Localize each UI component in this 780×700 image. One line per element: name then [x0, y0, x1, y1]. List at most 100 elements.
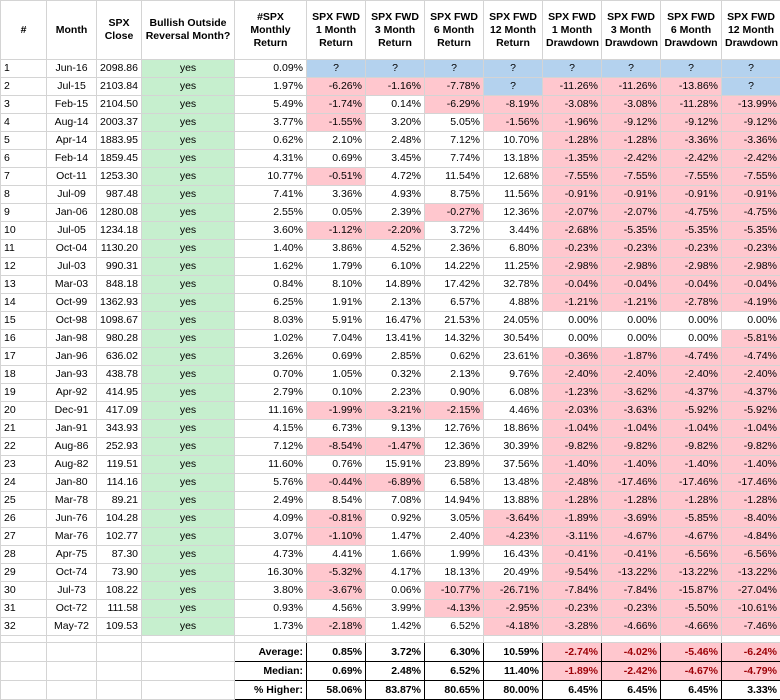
cell[interactable]: -1.21% — [543, 294, 602, 312]
cell[interactable]: 14.32% — [425, 330, 484, 348]
cell[interactable]: -9.54% — [543, 564, 602, 582]
cell[interactable]: Oct-98 — [47, 312, 97, 330]
cell[interactable]: 4.88% — [484, 294, 543, 312]
cell[interactable]: yes — [142, 348, 235, 366]
cell[interactable]: -4.74% — [722, 348, 780, 366]
cell[interactable]: 13.88% — [484, 492, 543, 510]
cell[interactable]: 9.13% — [366, 420, 425, 438]
cell[interactable]: 26 — [1, 510, 47, 528]
cell[interactable]: -2.07% — [543, 204, 602, 222]
cell[interactable]: 4.72% — [366, 168, 425, 186]
cell[interactable]: -3.69% — [602, 510, 661, 528]
cell[interactable]: -2.40% — [722, 366, 780, 384]
cell[interactable]: 6.58% — [425, 474, 484, 492]
cell[interactable]: Mar-78 — [47, 492, 97, 510]
summary-value[interactable]: -4.79% — [722, 662, 780, 681]
cell[interactable]: 17.42% — [425, 276, 484, 294]
cell[interactable]: -2.40% — [543, 366, 602, 384]
cell[interactable]: -3.21% — [366, 402, 425, 420]
cell[interactable]: 2 — [1, 78, 47, 96]
cell[interactable]: 8.10% — [307, 276, 366, 294]
cell[interactable]: 109.53 — [97, 618, 142, 636]
cell[interactable]: 114.16 — [97, 474, 142, 492]
cell[interactable]: ? — [602, 60, 661, 78]
cell[interactable]: -1.21% — [602, 294, 661, 312]
cell[interactable]: yes — [142, 510, 235, 528]
cell[interactable]: 5.49% — [235, 96, 307, 114]
cell[interactable]: 7.74% — [425, 150, 484, 168]
cell[interactable]: 1.66% — [366, 546, 425, 564]
cell[interactable]: -3.63% — [602, 402, 661, 420]
cell[interactable]: 7 — [1, 168, 47, 186]
cell[interactable]: 1234.18 — [97, 222, 142, 240]
cell[interactable]: Jul-03 — [47, 258, 97, 276]
cell[interactable]: 13 — [1, 276, 47, 294]
cell[interactable]: 7.04% — [307, 330, 366, 348]
cell[interactable]: -17.46% — [661, 474, 722, 492]
cell[interactable]: yes — [142, 132, 235, 150]
cell[interactable]: 8.54% — [307, 492, 366, 510]
cell[interactable]: 6.25% — [235, 294, 307, 312]
cell[interactable]: 10 — [1, 222, 47, 240]
cell[interactable]: 4.31% — [235, 150, 307, 168]
cell[interactable]: 6 — [1, 150, 47, 168]
cell[interactable]: -7.84% — [602, 582, 661, 600]
cell[interactable]: 19 — [1, 384, 47, 402]
cell[interactable]: -0.23% — [661, 240, 722, 258]
summary-value[interactable]: -2.42% — [602, 662, 661, 681]
cell[interactable]: 6.57% — [425, 294, 484, 312]
cell[interactable]: -3.64% — [484, 510, 543, 528]
column-header[interactable]: #SPX Monthly Return — [235, 1, 307, 60]
cell[interactable]: -7.55% — [543, 168, 602, 186]
cell[interactable]: -8.40% — [722, 510, 780, 528]
cell[interactable]: 6.08% — [484, 384, 543, 402]
cell[interactable]: -1.10% — [307, 528, 366, 546]
summary-value[interactable]: 6.30% — [425, 643, 484, 662]
cell[interactable]: 1130.20 — [97, 240, 142, 258]
cell[interactable]: 8.03% — [235, 312, 307, 330]
cell[interactable]: 1.02% — [235, 330, 307, 348]
cell[interactable]: 3.36% — [307, 186, 366, 204]
cell[interactable]: -17.46% — [722, 474, 780, 492]
cell[interactable]: -2.15% — [425, 402, 484, 420]
cell[interactable]: Mar-76 — [47, 528, 97, 546]
summary-value[interactable]: 6.45% — [543, 681, 602, 700]
cell[interactable]: ? — [484, 78, 543, 96]
cell[interactable]: -0.91% — [722, 186, 780, 204]
cell[interactable]: 4.73% — [235, 546, 307, 564]
cell[interactable]: 4.17% — [366, 564, 425, 582]
cell[interactable]: 14.89% — [366, 276, 425, 294]
cell[interactable]: 7.41% — [235, 186, 307, 204]
cell[interactable]: 3.07% — [235, 528, 307, 546]
cell[interactable]: 13.48% — [484, 474, 543, 492]
cell[interactable]: -4.37% — [661, 384, 722, 402]
cell[interactable]: -7.55% — [722, 168, 780, 186]
cell[interactable]: 27 — [1, 528, 47, 546]
cell[interactable]: 343.93 — [97, 420, 142, 438]
cell[interactable]: 29 — [1, 564, 47, 582]
cell[interactable]: -6.26% — [307, 78, 366, 96]
cell[interactable]: -9.82% — [661, 438, 722, 456]
cell[interactable]: -2.42% — [661, 150, 722, 168]
cell[interactable]: Mar-03 — [47, 276, 97, 294]
cell[interactable]: Oct-99 — [47, 294, 97, 312]
cell[interactable]: 31 — [1, 600, 47, 618]
cell[interactable]: -1.23% — [543, 384, 602, 402]
cell[interactable]: 0.76% — [307, 456, 366, 474]
cell[interactable]: -4.67% — [661, 528, 722, 546]
cell[interactable]: May-72 — [47, 618, 97, 636]
cell[interactable]: -2.07% — [602, 204, 661, 222]
cell[interactable]: Jan-91 — [47, 420, 97, 438]
cell[interactable]: 4.56% — [307, 600, 366, 618]
cell[interactable]: 0.05% — [307, 204, 366, 222]
cell[interactable]: -9.82% — [543, 438, 602, 456]
cell[interactable]: -9.12% — [661, 114, 722, 132]
cell[interactable]: Oct-04 — [47, 240, 97, 258]
cell[interactable]: 14 — [1, 294, 47, 312]
cell[interactable]: -2.98% — [602, 258, 661, 276]
cell[interactable]: yes — [142, 366, 235, 384]
cell[interactable]: -4.74% — [661, 348, 722, 366]
cell[interactable]: 2.10% — [307, 132, 366, 150]
cell[interactable]: -4.23% — [484, 528, 543, 546]
cell[interactable]: -1.16% — [366, 78, 425, 96]
